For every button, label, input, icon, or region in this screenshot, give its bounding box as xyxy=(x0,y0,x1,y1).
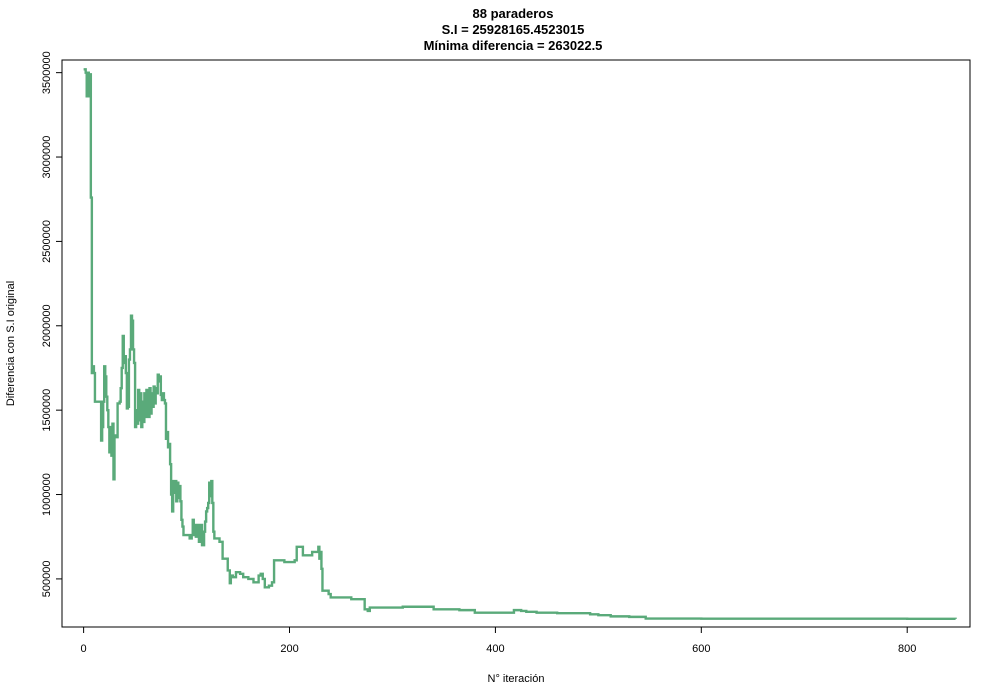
y-axis-label: Diferencia con S.I original xyxy=(5,281,17,406)
series-layer xyxy=(83,68,957,621)
y-tick-label: 2500000 xyxy=(41,220,53,263)
title-line-1: 88 paraderos xyxy=(473,6,554,21)
x-tick-label: 400 xyxy=(486,643,504,655)
x-tick-label: 800 xyxy=(898,643,916,655)
y-tick-label: 500000 xyxy=(41,561,53,598)
x-tick-label: 200 xyxy=(280,643,298,655)
title-line-3: Mínima diferencia = 263022.5 xyxy=(424,38,603,53)
y-tick-label: 3000000 xyxy=(41,136,53,179)
y-tick-label: 3500000 xyxy=(41,51,53,94)
y-tick-label: 2000000 xyxy=(41,304,53,347)
x-tick-label: 600 xyxy=(692,643,710,655)
y-tick-label: 1500000 xyxy=(41,389,53,432)
y-tick-label: 1000000 xyxy=(41,473,53,516)
title-line-2: S.I = 25928165.4523015 xyxy=(442,22,585,37)
x-axis-label: N° iteración xyxy=(488,673,545,685)
series-line-0 xyxy=(83,68,957,621)
x-axis: 0 200 400 600 800 xyxy=(81,626,916,655)
y-axis: 500000 1000000 1500000 2000000 2500000 300000… xyxy=(41,51,63,598)
x-tick-label: 0 xyxy=(81,643,87,655)
